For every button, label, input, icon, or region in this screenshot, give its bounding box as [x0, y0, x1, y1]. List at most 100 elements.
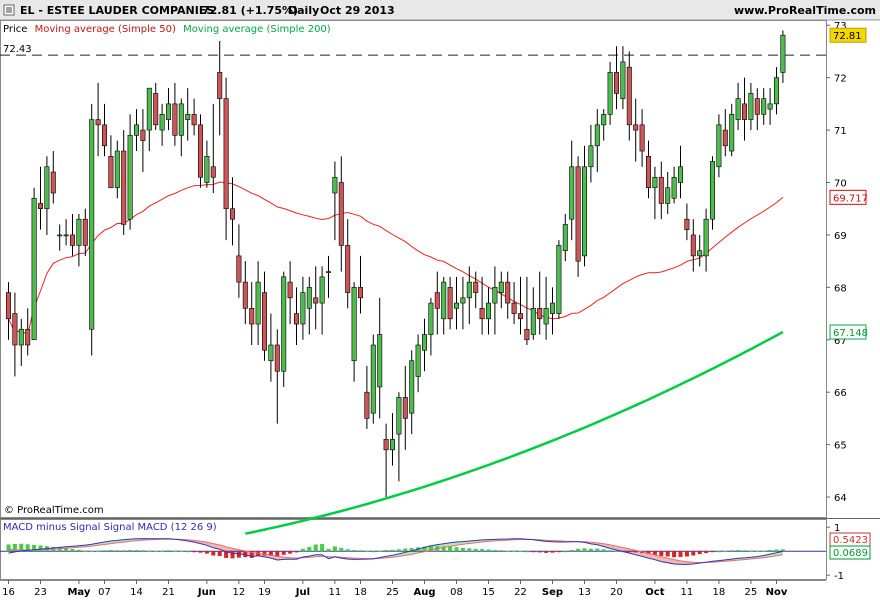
candle[interactable]: [441, 276, 447, 335]
candle[interactable]: [12, 292, 18, 377]
candle[interactable]: [498, 271, 504, 309]
candle[interactable]: [466, 266, 472, 325]
candle[interactable]: [620, 46, 626, 110]
candle[interactable]: [102, 103, 108, 157]
candle[interactable]: [261, 271, 267, 361]
candle[interactable]: [652, 166, 658, 220]
candle[interactable]: [389, 413, 395, 466]
candle[interactable]: [780, 30, 786, 83]
candle[interactable]: [581, 145, 587, 267]
candle[interactable]: [31, 187, 37, 341]
candle[interactable]: [697, 234, 703, 267]
candle[interactable]: [754, 88, 760, 131]
candle[interactable]: [313, 266, 319, 330]
candle[interactable]: [338, 156, 344, 272]
candle[interactable]: [230, 177, 236, 246]
candle[interactable]: [95, 82, 101, 157]
candle[interactable]: [594, 109, 600, 173]
candle[interactable]: [281, 271, 287, 387]
candle[interactable]: [505, 271, 511, 319]
candle[interactable]: [332, 161, 338, 241]
candle[interactable]: [543, 276, 549, 340]
candle[interactable]: [402, 365, 408, 450]
candle[interactable]: [345, 219, 351, 309]
candle[interactable]: [421, 318, 427, 372]
candle[interactable]: [767, 88, 773, 125]
candle[interactable]: [633, 98, 639, 162]
candle[interactable]: [588, 124, 594, 183]
candle[interactable]: [658, 161, 664, 220]
candle[interactable]: [773, 67, 779, 115]
candle[interactable]: [153, 82, 159, 131]
candle[interactable]: [108, 135, 114, 189]
candle[interactable]: [210, 103, 216, 193]
candle[interactable]: [364, 365, 370, 429]
candle[interactable]: [716, 114, 722, 178]
menu-icon[interactable]: [3, 4, 15, 16]
candle[interactable]: [249, 282, 255, 346]
candle[interactable]: [748, 82, 754, 131]
candle[interactable]: [306, 276, 312, 335]
candle[interactable]: [671, 166, 677, 204]
candle[interactable]: [217, 40, 223, 136]
candle[interactable]: [447, 276, 453, 330]
candle[interactable]: [351, 282, 357, 382]
candle[interactable]: [50, 151, 56, 204]
candle[interactable]: [140, 109, 146, 173]
candle[interactable]: [434, 271, 440, 335]
candle[interactable]: [114, 140, 120, 199]
candle[interactable]: [82, 208, 88, 256]
candle[interactable]: [761, 88, 767, 125]
candle[interactable]: [370, 334, 376, 424]
candle[interactable]: [428, 297, 434, 356]
candle[interactable]: [575, 156, 581, 277]
candle[interactable]: [76, 213, 82, 267]
candle[interactable]: [127, 114, 133, 230]
candle[interactable]: [665, 172, 671, 214]
candle[interactable]: [63, 219, 69, 246]
candle[interactable]: [172, 82, 178, 146]
candle[interactable]: [293, 287, 299, 346]
candle[interactable]: [18, 318, 24, 366]
candle[interactable]: [121, 130, 127, 235]
candle[interactable]: [146, 87, 152, 152]
candle[interactable]: [677, 145, 683, 199]
site-link[interactable]: www.ProRealTime.com: [734, 4, 876, 17]
candle[interactable]: [517, 276, 523, 335]
candle[interactable]: [377, 297, 383, 419]
candle[interactable]: [191, 98, 197, 136]
candle[interactable]: [645, 140, 651, 199]
candle[interactable]: [287, 261, 293, 325]
candle[interactable]: [741, 77, 747, 141]
candle[interactable]: [549, 287, 555, 335]
candle[interactable]: [134, 109, 140, 152]
candle[interactable]: [684, 203, 690, 241]
candle[interactable]: [396, 392, 402, 482]
candle[interactable]: [556, 240, 562, 319]
candle[interactable]: [57, 224, 63, 251]
macd-panel[interactable]: [0, 519, 827, 580]
candle[interactable]: [639, 109, 645, 167]
candle[interactable]: [537, 271, 543, 335]
price-panel[interactable]: [0, 20, 827, 518]
candle[interactable]: [479, 276, 485, 335]
candle[interactable]: [703, 208, 709, 272]
candle[interactable]: [460, 276, 466, 330]
candle[interactable]: [242, 261, 248, 325]
candle[interactable]: [729, 103, 735, 157]
candle[interactable]: [453, 276, 459, 330]
candle[interactable]: [735, 82, 741, 131]
candle[interactable]: [409, 350, 415, 435]
candle[interactable]: [300, 276, 306, 340]
candle[interactable]: [25, 308, 31, 356]
candle[interactable]: [44, 156, 50, 235]
candle[interactable]: [511, 282, 517, 325]
candle[interactable]: [530, 287, 536, 340]
candle[interactable]: [236, 224, 242, 298]
candle[interactable]: [255, 261, 261, 346]
candle[interactable]: [268, 313, 274, 382]
candle[interactable]: [166, 88, 172, 131]
candle[interactable]: [6, 282, 12, 340]
candle[interactable]: [473, 271, 479, 309]
